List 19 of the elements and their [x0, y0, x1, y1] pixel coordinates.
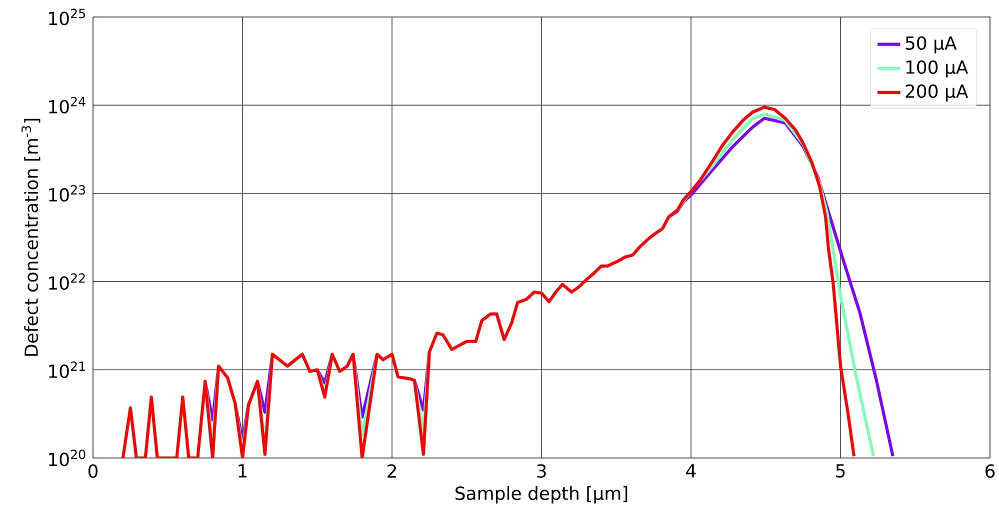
legend-label: 50 µA — [906, 36, 957, 54]
x-tick-label: 5 — [836, 464, 845, 478]
y-tick-label: 10$^{25}$ — [49, 8, 85, 26]
y-tick-label: 10$^{21}$ — [49, 361, 85, 378]
x-tick-label: 0 — [88, 464, 98, 478]
x-tick-label: 6 — [986, 464, 995, 478]
x-axis-title: Sample depth [µm] — [456, 486, 628, 504]
x-tick-label: 2 — [388, 464, 396, 478]
y-tick-label: 10$^{24}$ — [49, 96, 86, 114]
x-tick-label: 1 — [238, 464, 247, 478]
x-tick-label: 3 — [537, 464, 546, 478]
line-series — [121, 106, 856, 458]
legend-label: 200 µA — [906, 84, 968, 102]
y-tick-label: 10$^{23}$ — [49, 185, 86, 202]
legend-label: 100 µA — [906, 60, 968, 78]
y-axis-title: Defect concentration [m$^{-3}$] — [21, 118, 40, 356]
y-tick-label: 10$^{22}$ — [49, 273, 85, 290]
y-tick-label: 10$^{20}$ — [49, 450, 86, 466]
x-tick-label: 4 — [686, 464, 696, 478]
